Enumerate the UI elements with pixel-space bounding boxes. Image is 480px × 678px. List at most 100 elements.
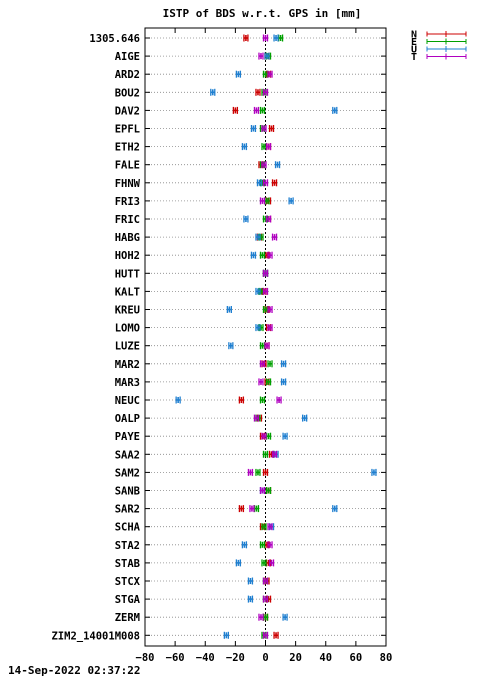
marker-t (261, 432, 267, 440)
marker-t (262, 631, 269, 639)
station-label: HABG (115, 232, 140, 244)
x-tick-label: 80 (380, 652, 393, 664)
marker-t (262, 179, 269, 187)
marker-u (228, 342, 234, 350)
legend-label: U (411, 45, 417, 56)
station-label: ZERM (115, 612, 140, 624)
station-label: EPFL (115, 124, 140, 136)
marker-u (282, 613, 288, 621)
marker-u (226, 306, 233, 313)
marker-e (259, 396, 266, 404)
marker-t (261, 125, 267, 132)
marker-t (267, 70, 273, 78)
marker-t (253, 414, 260, 422)
station-label: SANB (115, 486, 140, 498)
marker-u (241, 143, 248, 151)
marker-n (273, 631, 279, 639)
marker-t (259, 487, 266, 494)
timestamp: 14-Sep-2022 02:37:22 (8, 664, 140, 677)
x-tick-label: 60 (350, 652, 363, 664)
x-tick-label: −80 (136, 652, 155, 664)
marker-e (262, 306, 269, 313)
marker-u (255, 287, 261, 295)
marker-e (253, 505, 260, 513)
station-label: FHNW (115, 178, 141, 190)
legend-label: N (411, 30, 417, 41)
station-label: FALE (115, 160, 140, 172)
marker-t (268, 559, 275, 567)
marker-u (264, 52, 270, 60)
marker-e (265, 432, 272, 440)
marker-t (249, 505, 255, 513)
station-label: ARD2 (115, 69, 140, 81)
marker-e (259, 342, 266, 350)
marker-t (267, 306, 273, 313)
marker-t (247, 468, 254, 476)
marker-t (262, 287, 269, 295)
marker-t (261, 161, 267, 169)
marker-t (253, 106, 260, 114)
marker-e (261, 143, 267, 151)
marker-e (262, 613, 269, 621)
marker-t (276, 396, 282, 404)
marker-t (267, 523, 273, 531)
marker-u (250, 251, 257, 259)
marker-u (282, 432, 288, 440)
x-tick-label: 0 (262, 652, 268, 664)
marker-e (265, 487, 272, 494)
legend-label: E (411, 37, 417, 48)
station-label: STA2 (115, 540, 140, 552)
marker-u (371, 468, 377, 476)
marker-e (262, 70, 269, 78)
marker-u (250, 125, 257, 132)
marker-u (302, 414, 308, 422)
marker-e (265, 378, 272, 386)
marker-n (268, 125, 275, 132)
marker-e (259, 251, 266, 259)
marker-t (258, 378, 264, 386)
marker-t (258, 52, 264, 60)
station-label: MAR2 (115, 359, 140, 371)
marker-e (259, 541, 266, 549)
x-tick-label: −20 (226, 652, 245, 664)
station-label: FRIC (115, 214, 140, 226)
station-label: SCHA (115, 522, 141, 534)
marker-e (262, 450, 269, 458)
marker-u (256, 179, 263, 187)
station-label: PAYE (115, 431, 140, 443)
marker-t (271, 450, 278, 458)
marker-t (265, 143, 272, 151)
marker-u (332, 505, 338, 513)
marker-t (267, 324, 273, 332)
station-label: OALP (115, 413, 140, 425)
station-label: DAV2 (115, 105, 140, 117)
marker-u (255, 324, 261, 332)
marker-u (241, 541, 248, 549)
marker-u (273, 34, 279, 42)
marker-u (243, 215, 249, 223)
marker-t (262, 269, 269, 277)
legend-label: T (411, 52, 417, 63)
marker-e (261, 559, 267, 567)
station-label: NEUC (115, 395, 140, 407)
x-tick-label: −40 (196, 652, 215, 664)
station-label: STCX (115, 576, 141, 588)
marker-u (175, 396, 181, 404)
marker-u (235, 559, 242, 567)
marker-n (271, 179, 278, 187)
station-label: SAA2 (115, 449, 140, 461)
marker-t (267, 251, 273, 259)
station-label: KALT (115, 286, 140, 298)
marker-t (259, 360, 266, 368)
marker-e (259, 106, 266, 114)
station-label: SAR2 (115, 504, 140, 516)
marker-u (247, 595, 254, 603)
marker-t (262, 595, 269, 603)
marker-u (235, 70, 242, 78)
x-tick-label: −60 (166, 652, 185, 664)
marker-u (247, 577, 254, 585)
marker-n (262, 468, 269, 476)
station-label: STGA (115, 594, 141, 606)
